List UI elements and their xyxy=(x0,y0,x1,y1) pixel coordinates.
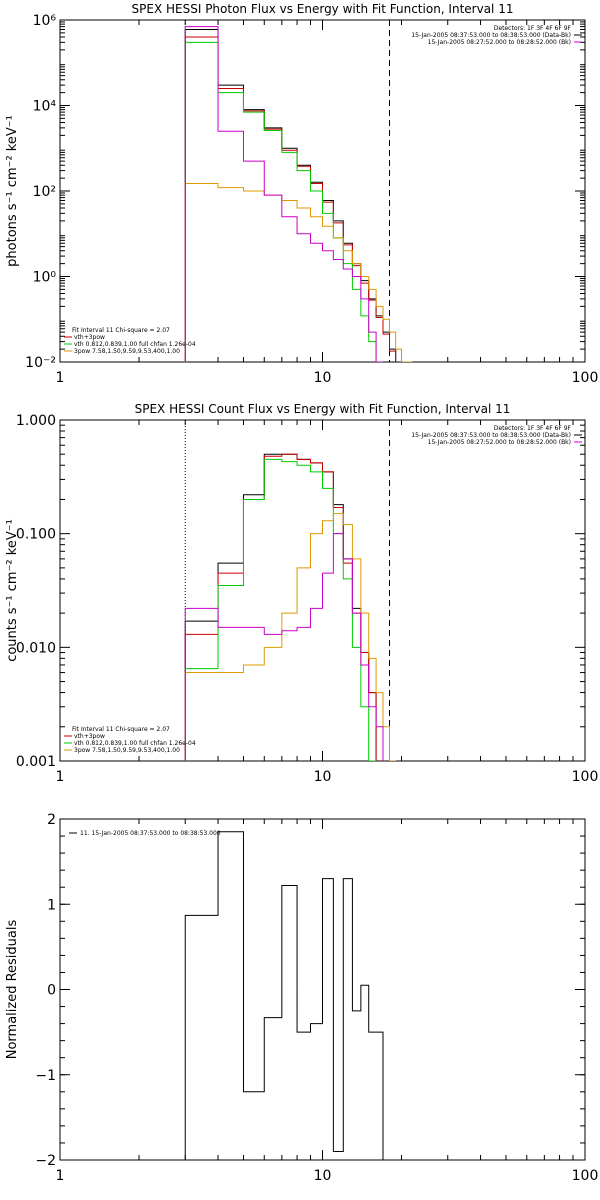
legend-entry: vth+3pow xyxy=(74,334,105,341)
legend-header: Fit Interval 11 Chi-square = 2.07 xyxy=(72,726,170,733)
series-0-histogram xyxy=(184,831,390,1160)
y-axis-label: photons s⁻¹ cm⁻² keV⁻¹ xyxy=(5,115,20,267)
x-tick-label: 10 xyxy=(314,370,332,386)
series-0-histogram xyxy=(184,453,377,761)
time-range-text: Detectors: 1F 3F 4F 6F 9F xyxy=(494,25,572,32)
series-4-histogram xyxy=(184,26,383,362)
y-tick-label: 10² xyxy=(33,184,56,200)
residuals-panel: 1 10 100 −2 −1 0 1 2 Normalized Residuals 11. 15-… xyxy=(5,812,598,1184)
y-tick-label: 1 xyxy=(47,897,56,913)
legend-header: Fit Interval 11 Chi-square = 2.07 xyxy=(72,327,170,334)
time-range-text: 15-Jan-2005 08:37:53.000 to 08:38:53.000… xyxy=(411,32,571,39)
y-tick-label: 2 xyxy=(47,812,56,828)
legend-entry: vth 0.812,0.839,1.00 full chfan 1.26e-04 xyxy=(74,341,196,348)
y-tick-label: −1 xyxy=(35,1068,56,1084)
x-tick-label: 10 xyxy=(314,769,332,785)
y-tick-label: 0 xyxy=(47,983,56,999)
y-tick-label: 0.010 xyxy=(16,640,56,656)
y-tick-label: 10⁴ xyxy=(33,99,57,115)
chart-title: SPEX HESSI Count Flux vs Energy with Fit… xyxy=(135,402,511,416)
x-tick-label: 1 xyxy=(56,1168,65,1184)
chart-title: SPEX HESSI Photon Flux vs Energy with Fi… xyxy=(132,2,514,16)
y-axis-label: Normalized Residuals xyxy=(5,920,20,1060)
legend-entry: 11. 15-Jan-2005 08:37:53.000 to 08:38:53… xyxy=(80,830,221,837)
series-2-histogram xyxy=(184,458,377,761)
legend-entry: vth+3pow xyxy=(74,733,105,740)
time-range-text: 15-Jan-2005 08:27:52.000 to 08:28:52.000… xyxy=(428,439,571,446)
y-tick-label: 10⁶ xyxy=(33,13,57,29)
time-range-text: Detectors: 1F 3F 4F 6F 9F xyxy=(494,425,572,432)
series-1-histogram xyxy=(184,36,397,362)
time-range-text: 15-Jan-2005 08:37:53.000 to 08:38:53.000… xyxy=(411,432,571,439)
y-axis-label: counts s⁻¹ cm⁻² keV⁻¹ xyxy=(5,519,20,662)
x-tick-label: 1 xyxy=(56,370,65,386)
legend-entry: 3pow 7.58,1.50,9.59,9.53,400,1.00 xyxy=(74,348,180,355)
x-tick-label: 1 xyxy=(56,769,65,785)
y-tick-label: 0.100 xyxy=(16,527,56,543)
series-2-histogram xyxy=(184,41,383,362)
series-0-histogram xyxy=(184,28,397,362)
x-tick-label: 10 xyxy=(314,1168,332,1184)
time-range-text: 15-Jan-2005 08:27:52.000 to 08:28:52.000… xyxy=(428,39,571,46)
count-flux-panel: SPEX HESSI Count Flux vs Energy with Fit… xyxy=(5,402,598,785)
legend-entry: 3pow 7.58,1.50,9.59,9.53,400,1.00 xyxy=(74,747,180,754)
series-3-histogram xyxy=(184,182,413,362)
series-1-histogram xyxy=(184,453,377,761)
y-tick-label: 1.000 xyxy=(16,413,56,429)
y-tick-label: 10⁻² xyxy=(25,355,56,371)
x-tick-label: 100 xyxy=(572,769,599,785)
y-tick-label: 10⁰ xyxy=(33,270,57,286)
photon-flux-panel: SPEX HESSI Photon Flux vs Energy with Fi… xyxy=(5,2,598,386)
x-tick-label: 100 xyxy=(572,1168,599,1184)
series-3-histogram xyxy=(184,513,396,761)
y-tick-label: −2 xyxy=(35,1153,56,1169)
legend-entry: vth 0.812,0.839,1.00 full chfan 1.26e-04 xyxy=(74,740,196,747)
x-tick-label: 100 xyxy=(572,370,599,386)
series-4-histogram xyxy=(184,533,384,761)
y-tick-label: 0.001 xyxy=(16,754,56,770)
